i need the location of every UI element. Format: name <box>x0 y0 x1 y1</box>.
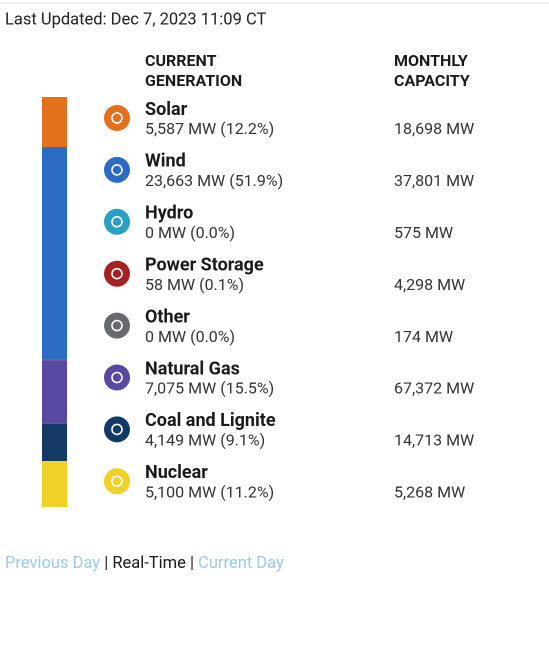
monthly-capacity: 4,298 MW <box>394 275 465 294</box>
fuel-icon-glyph <box>111 475 123 488</box>
column-header: GENERATION <box>145 71 242 90</box>
monthly-capacity: 67,372 MW <box>394 379 474 398</box>
share-segment <box>42 97 67 148</box>
current-day-link[interactable]: Current Day <box>198 554 284 573</box>
fuel-icon <box>104 312 130 339</box>
fuel-name: Other <box>145 306 190 327</box>
fuel-name: Wind <box>145 151 186 172</box>
fuel-name: Power Storage <box>145 254 264 275</box>
share-segment <box>42 360 67 424</box>
current-generation: 58 MW (0.1%) <box>145 275 244 294</box>
current-generation: 7,075 MW (15.5%) <box>145 379 274 398</box>
fuel-icon-glyph <box>111 319 123 332</box>
real-time-link[interactable]: Real-Time <box>112 554 186 573</box>
fuel-icon <box>104 156 130 183</box>
fuel-name: Natural Gas <box>145 358 240 379</box>
current-generation: 0 MW (0.0%) <box>145 223 235 242</box>
share-segment <box>42 147 67 360</box>
fuel-icon-glyph <box>111 216 123 228</box>
current-generation: 5,587 MW (12.2%) <box>145 119 274 138</box>
monthly-capacity: 575 MW <box>394 223 453 242</box>
current-generation: 5,100 MW (11.2%) <box>145 483 274 502</box>
last-updated: Last Updated: Dec 7, 2023 11:09 CT <box>5 10 266 29</box>
monthly-capacity: 174 MW <box>394 327 453 346</box>
monthly-capacity: 18,698 MW <box>394 119 474 138</box>
previous-day-link[interactable]: Previous Day <box>5 554 100 573</box>
column-header: MONTHLY <box>394 51 468 70</box>
fuel-name: Hydro <box>145 203 193 224</box>
footer-nav: Previous Day | Real-Time | Current Day <box>5 554 284 573</box>
share-segment <box>42 423 67 462</box>
monthly-capacity: 37,801 MW <box>394 171 474 190</box>
monthly-capacity: 5,268 MW <box>394 483 465 502</box>
fuel-icon <box>104 468 130 495</box>
separator: | <box>190 554 194 573</box>
fuel-icon-glyph <box>111 423 123 436</box>
column-header: CURRENT <box>145 51 217 70</box>
share-segment <box>42 461 67 507</box>
fuel-icon <box>104 260 130 287</box>
current-generation: 4,149 MW (9.1%) <box>145 431 265 450</box>
fuel-icon <box>104 105 130 131</box>
fuel-icon-glyph <box>111 267 123 280</box>
fuel-icon-glyph <box>111 164 123 176</box>
fuel-icon-glyph <box>111 371 123 384</box>
column-header: CAPACITY <box>394 71 470 90</box>
fuel-name: Solar <box>145 99 188 120</box>
fuel-name: Coal and Lignite <box>145 410 276 431</box>
fuel-icon <box>104 364 130 391</box>
fuel-icon <box>104 416 130 443</box>
monthly-capacity: 14,713 MW <box>394 431 474 450</box>
current-generation: 23,663 MW (51.9%) <box>145 171 283 190</box>
current-generation: 0 MW (0.0%) <box>145 327 235 346</box>
separator: | <box>104 554 108 573</box>
fuel-icon <box>104 208 130 235</box>
fuel-icon-glyph <box>111 112 123 124</box>
fuel-name: Nuclear <box>145 462 208 483</box>
